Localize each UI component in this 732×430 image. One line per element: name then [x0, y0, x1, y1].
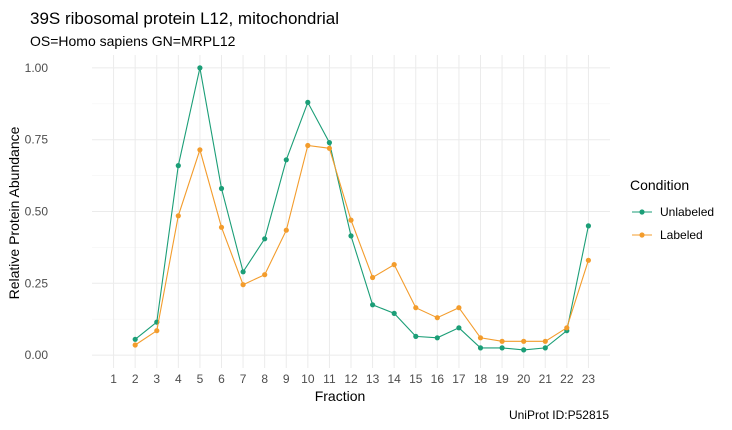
legend-item: Unlabeled [632, 205, 714, 219]
data-point [521, 347, 527, 353]
data-point [542, 345, 548, 351]
x-tick-label: 16 [431, 372, 445, 386]
series-labeled [132, 142, 592, 348]
y-tick-label: 0.75 [25, 133, 49, 147]
x-tick-label: 23 [582, 372, 596, 386]
y-tick-label: 0.25 [25, 276, 49, 290]
plot-panel [92, 55, 610, 368]
chart-subtitle: OS=Homo sapiens GN=MRPL12 [30, 33, 236, 49]
data-point [585, 257, 592, 263]
x-tick-label: 5 [197, 372, 204, 386]
x-tick-label: 4 [175, 372, 182, 386]
x-tick-label: 22 [560, 372, 574, 386]
data-point [283, 227, 289, 233]
x-tick-label: 15 [409, 372, 423, 386]
x-axis-ticks: 1 2 3 4 5 6 7 8 9 10 11 12 13 14 15 16 17 18 19 20 21 22 23 [110, 372, 595, 386]
data-point [521, 338, 527, 344]
chart-caption: UniProt ID:P52815 [509, 408, 609, 422]
x-tick-label: 12 [344, 372, 358, 386]
legend: Condition Unlabeled Labeled [630, 177, 714, 242]
series-line [134, 67, 589, 351]
data-point [370, 274, 376, 281]
x-tick-label: 2 [132, 372, 139, 386]
x-tick-label: 9 [283, 372, 290, 386]
data-point [391, 310, 397, 316]
x-axis-title: Fraction [315, 388, 366, 404]
x-tick-label: 1 [110, 372, 117, 386]
data-point [585, 223, 592, 229]
legend-items: Unlabeled Labeled [632, 205, 714, 242]
x-tick-label: 6 [218, 372, 225, 386]
series-unlabeled [132, 65, 592, 353]
data-point [348, 217, 354, 223]
data-point [499, 338, 505, 344]
chart-title: 39S ribosomal protein L12, mitochondrial [30, 9, 339, 28]
y-axis-ticks: 0.00 0.25 0.50 0.75 1.00 [25, 61, 49, 362]
y-tick-label: 0.00 [25, 348, 49, 362]
data-point [477, 335, 484, 341]
legend-swatch-point [639, 209, 645, 215]
legend-label: Unlabeled [660, 205, 714, 219]
data-point [197, 147, 203, 153]
data-point [326, 145, 332, 151]
data-point [175, 163, 181, 169]
data-point [542, 338, 548, 344]
y-tick-label: 0.50 [25, 205, 49, 219]
legend-label: Labeled [660, 228, 703, 242]
data-point [197, 65, 203, 71]
x-tick-label: 10 [301, 372, 315, 386]
data-point [305, 99, 311, 105]
x-tick-label: 18 [474, 372, 488, 386]
data-point [132, 336, 138, 342]
x-tick-label: 3 [153, 372, 160, 386]
data-point [262, 272, 268, 278]
x-tick-label: 17 [452, 372, 466, 386]
data-point [477, 345, 484, 351]
data-point [218, 185, 225, 192]
data-point [348, 233, 354, 239]
data-point [456, 305, 462, 311]
data-point [175, 213, 181, 219]
data-point [456, 325, 462, 331]
x-tick-label: 20 [517, 372, 531, 386]
data-point [283, 157, 289, 163]
data-point [413, 333, 419, 339]
data-point [132, 342, 138, 348]
legend-item: Labeled [632, 228, 703, 242]
series-line [134, 144, 589, 346]
x-tick-label: 11 [323, 372, 336, 386]
y-axis-title: Relative Protein Abundance [6, 126, 22, 299]
x-tick-label: 7 [240, 372, 247, 386]
legend-swatch-point [639, 232, 645, 238]
data-point [240, 282, 246, 288]
data-point [305, 142, 311, 149]
data-point [499, 345, 505, 351]
data-point [413, 305, 419, 311]
data-point [434, 335, 440, 341]
data-point [218, 224, 225, 230]
data-point [154, 328, 160, 334]
series-layer [132, 65, 592, 353]
data-point [262, 236, 268, 242]
data-point [564, 325, 570, 331]
data-point [240, 269, 246, 275]
x-tick-label: 8 [261, 372, 268, 386]
x-tick-label: 14 [387, 372, 401, 386]
data-point [326, 140, 332, 146]
x-tick-label: 13 [366, 372, 380, 386]
legend-title: Condition [630, 177, 689, 193]
x-tick-label: 19 [495, 372, 509, 386]
data-point [391, 262, 397, 268]
data-point [370, 302, 376, 308]
gridlines [92, 55, 610, 368]
y-tick-label: 1.00 [25, 61, 49, 75]
data-point [434, 315, 440, 321]
x-tick-label: 21 [539, 372, 553, 386]
